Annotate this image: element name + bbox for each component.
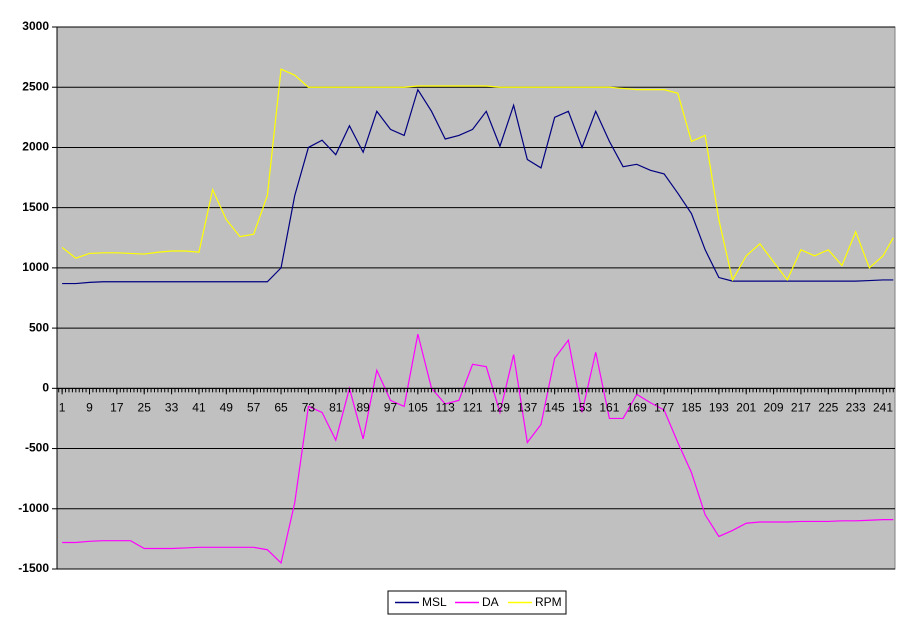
x-tick-label: 17: [110, 401, 124, 415]
x-tick-label: 89: [356, 401, 370, 415]
legend-label: RPM: [535, 595, 562, 609]
x-tick-label: 137: [517, 401, 537, 415]
y-tick-label: 2000: [22, 140, 49, 154]
legend: MSL DA RPM: [395, 595, 562, 609]
x-tick-label: 73: [302, 401, 316, 415]
series-line: [62, 88, 894, 285]
y-tick-label: 0: [42, 381, 49, 395]
y-tick-label: 1000: [22, 260, 49, 274]
legend-label: DA: [482, 595, 499, 609]
legend-label: MSL: [422, 595, 447, 609]
x-tick-label: 9: [86, 401, 93, 415]
y-tick-label: -1500: [18, 561, 49, 575]
x-tick-label: 97: [384, 401, 398, 415]
x-tick-label: 145: [545, 401, 565, 415]
plot-area: [56, 26, 896, 570]
x-tick-label: 113: [436, 401, 455, 415]
x-tick-label: 193: [709, 401, 729, 415]
y-tick-label: 1500: [22, 200, 49, 214]
series-line: [61, 68, 894, 282]
x-tick-label: 121: [463, 401, 483, 415]
x-tick-label: 169: [627, 401, 647, 415]
y-tick-label: 2500: [22, 79, 49, 93]
x-tick-label: 33: [165, 401, 179, 415]
x-tick-label: 241: [873, 401, 893, 415]
x-tick-label: 233: [846, 401, 866, 415]
x-tick-label: 57: [247, 401, 261, 415]
x-tick-label: 81: [329, 401, 343, 415]
y-tick-label: 3000: [22, 19, 49, 33]
x-tick-label: 217: [791, 401, 811, 415]
x-tick-label: 161: [599, 401, 619, 415]
y-tick-label: 500: [29, 320, 49, 334]
x-tick-label: 25: [138, 401, 152, 415]
x-tick-label: 1: [59, 401, 66, 415]
x-tick-label: 49: [220, 401, 234, 415]
x-tick-label: 201: [736, 401, 756, 415]
x-tick-label: 105: [408, 401, 428, 415]
x-tick-label: 129: [490, 401, 510, 415]
x-tick-label: 41: [192, 401, 206, 415]
x-tick-label: 177: [654, 401, 674, 415]
y-tick-label: -1000: [18, 501, 49, 515]
x-tick-label: 209: [764, 401, 784, 415]
series-line: [62, 333, 894, 565]
x-tick-label: 65: [274, 401, 288, 415]
x-tick-label: 225: [818, 401, 838, 415]
y-tick-label: -500: [25, 441, 49, 455]
x-tick-label: 185: [681, 401, 701, 415]
x-tick-label: 153: [572, 401, 592, 415]
lines: [61, 68, 894, 565]
